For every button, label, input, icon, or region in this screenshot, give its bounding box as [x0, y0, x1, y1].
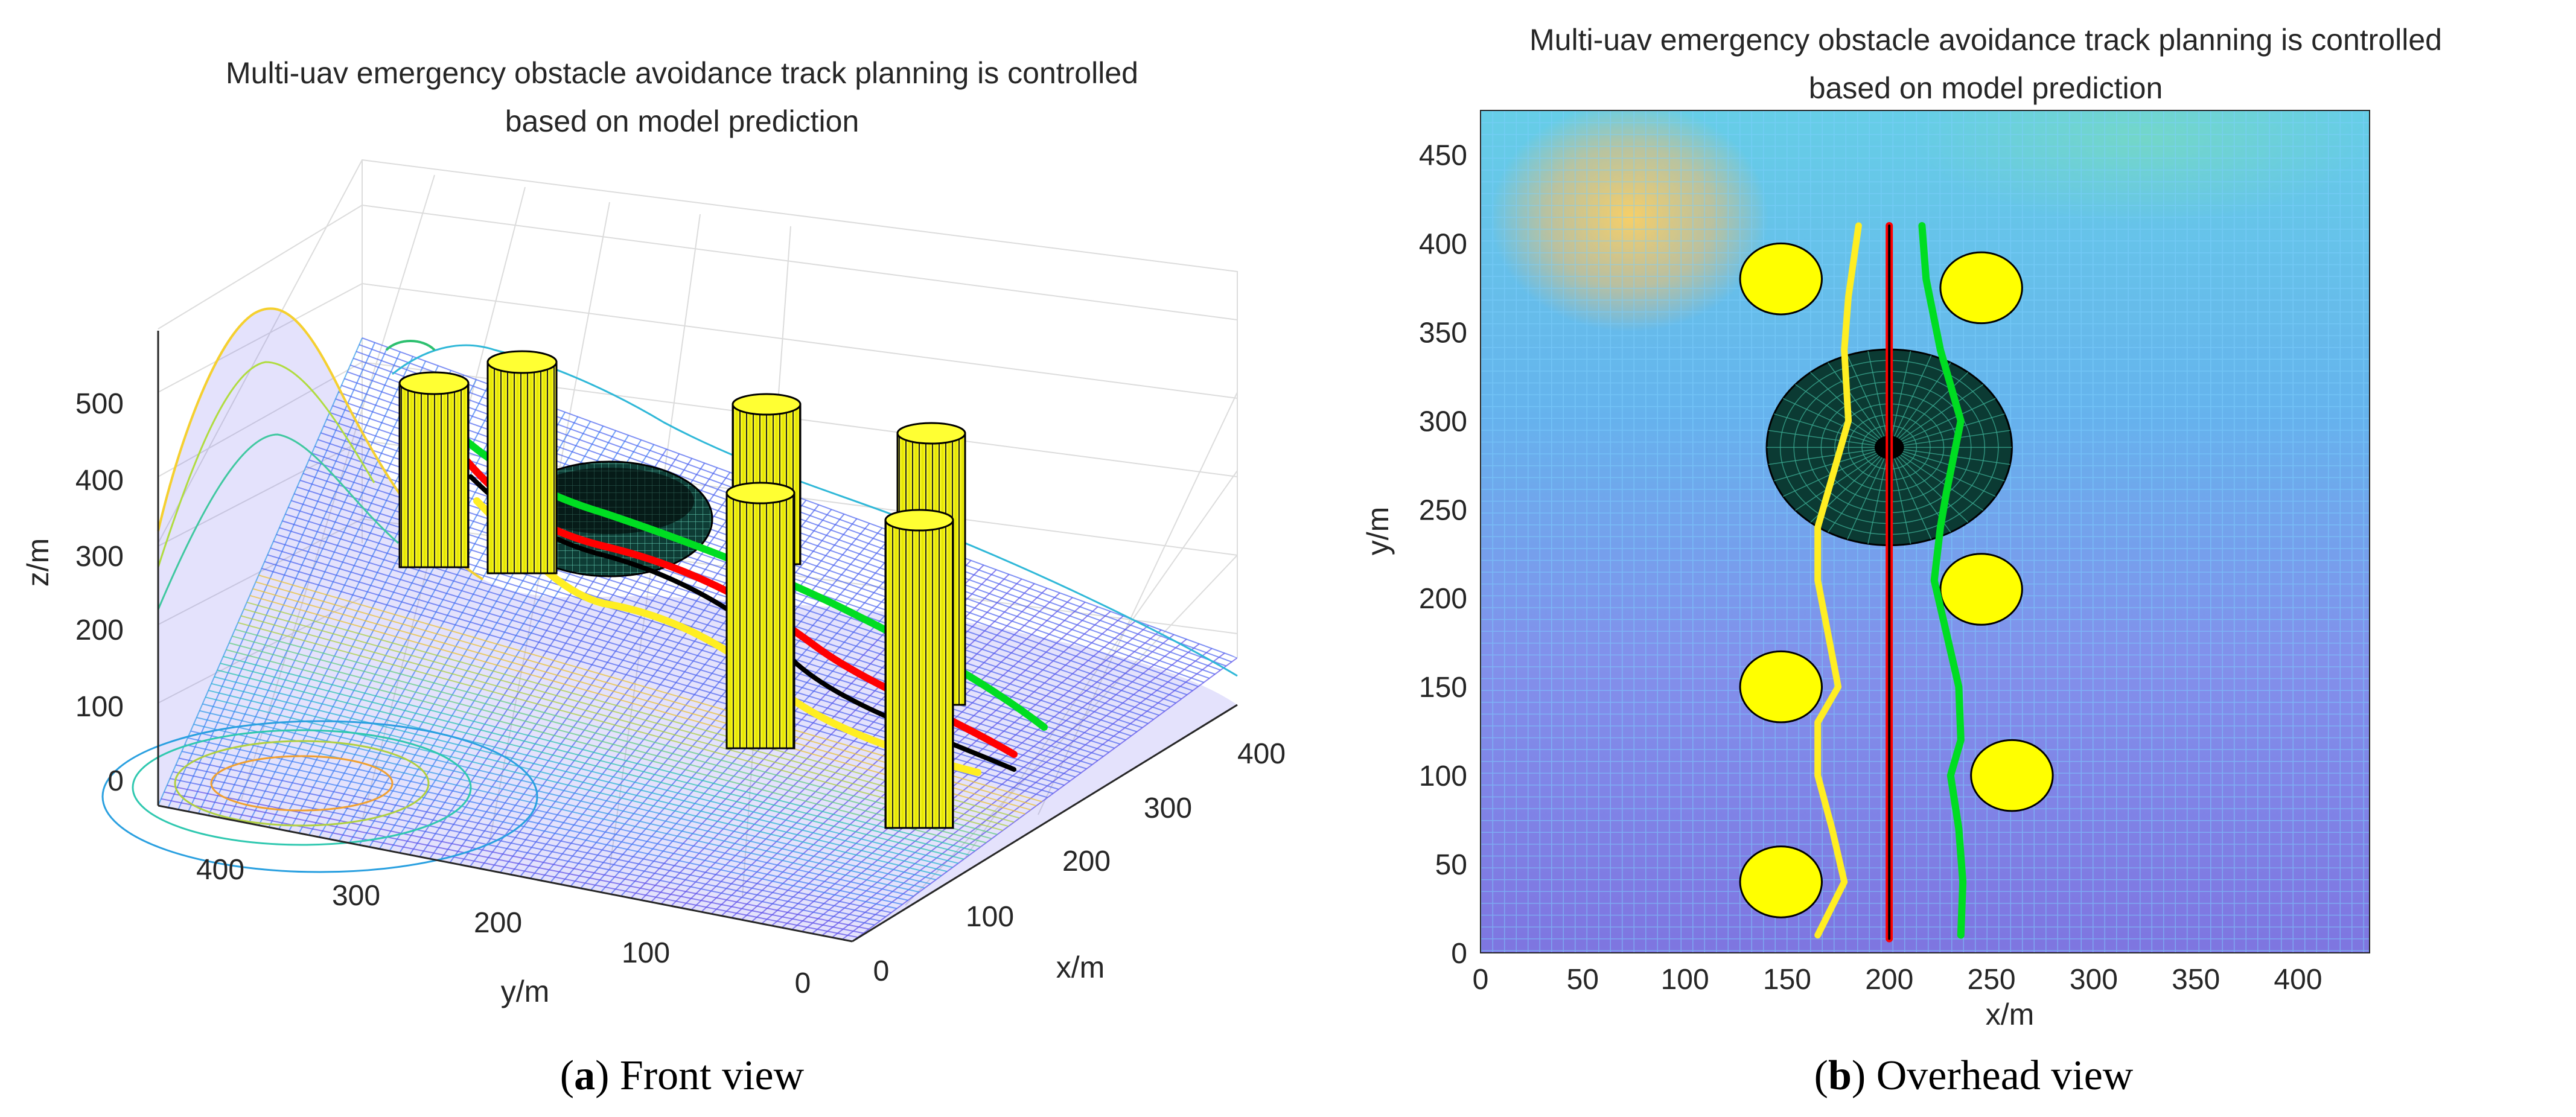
panel-b-y-tick: 350 — [1419, 317, 1467, 349]
panel-a-x-ticks: 0 100 200 300 400 — [873, 738, 1286, 987]
panel-a-x-tick: 200 — [1062, 845, 1111, 877]
circle-obstacle — [1939, 553, 2023, 626]
panel-a-y-tick: 400 — [196, 854, 244, 886]
track-uav-1 — [1814, 222, 1862, 939]
panel-a-x-tick: 0 — [873, 955, 890, 987]
cylinder-obstacle — [486, 350, 558, 574]
circle-obstacle — [1970, 739, 2054, 812]
panel-b-y-tick: 0 — [1451, 938, 1467, 970]
circle-obstacle — [1739, 242, 1823, 316]
panel-b-y-tick: 200 — [1419, 583, 1467, 615]
cylinder-obstacle — [725, 482, 795, 749]
panel-b-y-tick: 250 — [1419, 494, 1467, 526]
panel-b-y-tick: 300 — [1419, 406, 1467, 438]
panel-b-title-line1: Multi-uav emergency obstacle avoidance t… — [1529, 23, 2442, 57]
panel-a-y-tick: 200 — [474, 907, 522, 939]
panel-b-x-tick: 150 — [1763, 964, 1811, 996]
panel-b-x-tick: 100 — [1661, 964, 1709, 996]
panel-b-x-tick: 200 — [1865, 964, 1913, 996]
panel-a-caption-text: Front view — [620, 1052, 805, 1099]
cylinder-obstacle — [398, 371, 470, 568]
panel-a-y-ticks: 400 300 200 100 0 — [196, 854, 811, 999]
panel-a-z-tick: 100 — [75, 691, 124, 723]
panel-b-x-ticks: 0 50 100 150 200 250 300 350 400 — [1473, 964, 2323, 996]
panel-b-y-ticks: 0 50 100 150 200 250 300 350 400 450 — [1419, 139, 1467, 970]
panel-b-x-tick: 0 — [1473, 964, 1489, 996]
panel-b-x-tick: 250 — [1968, 964, 2016, 996]
panel-b-y-tick: 100 — [1419, 760, 1467, 792]
panel-a-z-tick: 0 — [107, 765, 124, 797]
panel-a-x-tick: 300 — [1144, 792, 1192, 824]
panel-b-title-line2: based on model prediction — [1809, 71, 2163, 105]
panel-b: Multi-uav emergency obstacle avoidance t… — [1361, 23, 2442, 1099]
panel-b-caption-label: b — [1828, 1052, 1852, 1099]
track-uav-4 — [1918, 222, 1967, 939]
panel-b-y-tick: 400 — [1419, 228, 1467, 260]
panel-b-x-tick: 50 — [1567, 964, 1599, 996]
panel-a-z-ticks: 500 400 300 200 100 0 — [75, 388, 124, 797]
panel-b-y-tick: 50 — [1435, 849, 1467, 881]
cylinder-obstacle — [884, 509, 954, 829]
panel-b-caption-text: Overhead view — [1876, 1052, 2134, 1099]
panel-a: Multi-uav emergency obstacle avoidance t… — [21, 56, 1286, 1099]
panel-a-x-tick: 400 — [1237, 738, 1286, 770]
panel-b-y-tick: 450 — [1419, 139, 1467, 171]
panel-b-ylabel: y/m — [1361, 507, 1395, 556]
panel-a-y-tick: 300 — [332, 880, 380, 912]
panel-a-zlabel: z/m — [21, 538, 55, 587]
panel-a-z-tick: 300 — [75, 541, 124, 573]
panel-a-title-line2: based on model prediction — [505, 104, 859, 138]
panel-b-caption: (b) Overhead view — [1814, 1052, 2134, 1099]
panel-a-caption-label: a — [574, 1052, 595, 1099]
panel-a-axis-lines — [157, 331, 1238, 943]
panel-a-title-line1: Multi-uav emergency obstacle avoidance t… — [226, 56, 1138, 90]
circle-obstacle — [1739, 650, 1823, 724]
panel-b-xlabel: x/m — [1986, 998, 2035, 1031]
panel-a-xlabel: x/m — [1056, 950, 1105, 984]
circle-obstacle — [1939, 251, 2023, 325]
panel-a-x-tick: 100 — [966, 901, 1014, 933]
panel-a-y-tick: 0 — [795, 967, 811, 999]
panel-b-plot-area — [1481, 110, 2370, 953]
panel-a-z-tick: 500 — [75, 388, 124, 420]
panel-b-x-tick: 300 — [2070, 964, 2118, 996]
circle-obstacle — [1739, 845, 1823, 918]
panel-b-x-tick: 400 — [2274, 964, 2322, 996]
panel-a-y-tick: 100 — [622, 937, 670, 969]
panel-b-x-tick: 350 — [2172, 964, 2220, 996]
panel-b-tracks — [1814, 222, 1967, 943]
panel-b-y-tick: 150 — [1419, 672, 1467, 704]
panel-a-z-tick: 400 — [75, 465, 124, 497]
panel-a-caption: (a) Front view — [560, 1052, 805, 1099]
panel-a-ylabel: y/m — [501, 975, 550, 1008]
panel-a-cylinder-obstacles — [398, 350, 966, 829]
panel-a-z-tick: 200 — [75, 614, 124, 646]
